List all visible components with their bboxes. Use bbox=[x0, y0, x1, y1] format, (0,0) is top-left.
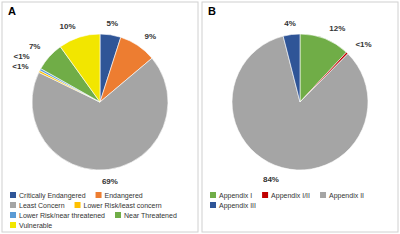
legend-swatch bbox=[320, 192, 326, 198]
data-label: 7% bbox=[29, 42, 41, 51]
data-label: <1% bbox=[355, 40, 371, 49]
data-label: 84% bbox=[263, 175, 279, 184]
legend-item: Endangered bbox=[96, 192, 143, 200]
panel: A5%9%69%<1%<1%7%10%Critically Endangered… bbox=[2, 2, 198, 232]
legend-swatch bbox=[10, 212, 16, 218]
slice bbox=[283, 34, 300, 102]
legend-label: Least Concern bbox=[19, 202, 65, 209]
legend-swatch bbox=[75, 202, 81, 208]
data-label: 69% bbox=[102, 177, 118, 186]
legend-swatch bbox=[262, 192, 268, 198]
legend-item: Appendix I/II bbox=[262, 192, 310, 200]
legend-label: Near Threatened bbox=[124, 212, 177, 219]
legend-item: Near Threatened bbox=[115, 212, 177, 219]
data-label: 12% bbox=[329, 24, 345, 33]
legend-item: Critically Endangered bbox=[10, 192, 86, 200]
legend-swatch bbox=[210, 202, 216, 208]
data-label: 10% bbox=[59, 22, 75, 31]
legend-label: Vulnerable bbox=[19, 222, 52, 229]
data-label: <1% bbox=[12, 62, 28, 71]
legend-swatch bbox=[10, 202, 16, 208]
panel-title: B bbox=[208, 5, 216, 17]
legend-label: Appendix I bbox=[219, 192, 252, 200]
legend-swatch bbox=[210, 192, 216, 198]
legend-item: Least Concern bbox=[10, 202, 65, 209]
panel: B 12% <1% 84% 4% Appendix I Appendix I/II Appen… bbox=[202, 2, 398, 232]
legend-swatch bbox=[10, 192, 16, 198]
legend-item: Lower Risk/least concern bbox=[75, 202, 162, 209]
data-label: 5% bbox=[107, 19, 119, 28]
slices bbox=[32, 34, 168, 170]
panel-title: A bbox=[8, 5, 16, 17]
legend-item: Appendix II bbox=[320, 192, 364, 200]
legend-label: Lower Risk/least concern bbox=[84, 202, 162, 209]
legend-swatch bbox=[96, 192, 102, 198]
legend-item: Appendix III bbox=[210, 202, 256, 210]
legend-item: Vulnerable bbox=[10, 222, 52, 229]
legend-label: Endangered bbox=[105, 192, 143, 200]
legend-label: Appendix II bbox=[329, 192, 364, 200]
legend-swatch bbox=[10, 222, 16, 228]
data-label: <1% bbox=[13, 52, 29, 61]
chart-root: A5%9%69%<1%<1%7%10%Critically Endangered… bbox=[0, 0, 400, 234]
legend-item: Appendix I bbox=[210, 192, 252, 200]
legend-label: Critically Endangered bbox=[19, 192, 86, 200]
data-label: 9% bbox=[145, 32, 157, 41]
slice bbox=[60, 34, 100, 102]
legend-swatch bbox=[115, 212, 121, 218]
data-label: 4% bbox=[284, 19, 296, 28]
slices bbox=[232, 34, 368, 170]
legend-label: Appendix I/II bbox=[271, 192, 310, 200]
panel-frame bbox=[202, 2, 398, 232]
legend-label: Appendix III bbox=[219, 202, 256, 210]
panel-frame bbox=[2, 2, 198, 232]
legend-item: Lower Risk/near threatened bbox=[10, 212, 105, 219]
legend-label: Lower Risk/near threatened bbox=[19, 212, 105, 219]
